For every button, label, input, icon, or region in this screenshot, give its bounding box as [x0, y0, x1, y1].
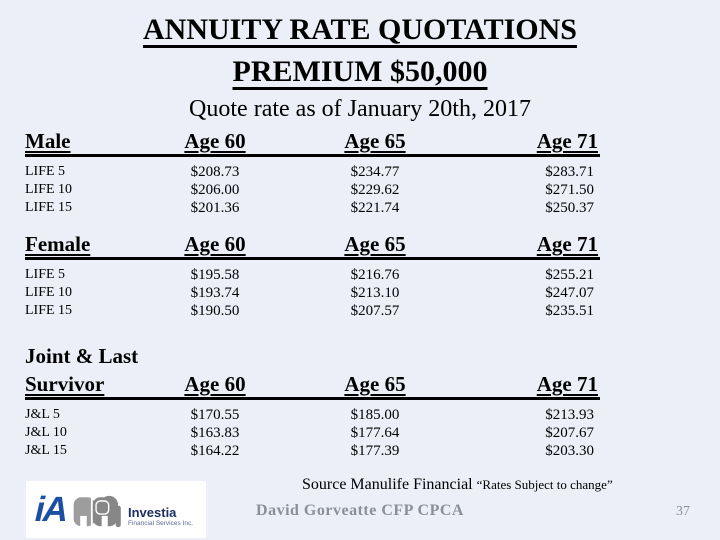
rate-value: $190.50 — [190, 302, 240, 319]
table-body-male: LIFE 5 $208.73 $234.77 $283.71 LIFE 10 $… — [25, 163, 600, 217]
section-label-survivor: Survivor — [25, 372, 105, 396]
column-header-age-65: Age 65 — [344, 372, 406, 396]
brand-name: Investia — [128, 504, 177, 520]
rate-value: $271.50 — [545, 181, 594, 198]
table-body-female: LIFE 5 $195.58 $216.76 $255.21 LIFE 10 $… — [25, 266, 600, 320]
row-label: LIFE 15 — [25, 200, 73, 215]
rate-value: $207.57 — [350, 302, 400, 319]
table-row: LIFE 15 $190.50 $207.57 $235.51 — [25, 302, 600, 320]
source-disclaimer: “Rates Subject to change” — [476, 477, 613, 492]
rate-value: $250.37 — [545, 199, 594, 216]
rate-value: $164.22 — [190, 442, 240, 459]
row-label: LIFE 15 — [25, 303, 73, 318]
column-header-age-60: Age 60 — [184, 232, 246, 256]
column-header-age-71: Age 71 — [536, 232, 598, 256]
row-label: J&L 10 — [25, 425, 67, 440]
brand-text-block: Investia Financial Services Inc. — [128, 504, 194, 528]
rate-value: $235.51 — [545, 302, 594, 319]
rate-value: $213.10 — [350, 284, 400, 301]
table-header-row-male: Male Age 60 Age 65 Age 71 — [25, 127, 600, 157]
rate-value: $255.21 — [545, 266, 594, 283]
column-header-age-71: Age 71 — [536, 129, 598, 153]
row-label: LIFE 5 — [25, 164, 66, 179]
rate-table-joint-last-survivor: Joint & Last Survivor Age 60 Age 65 Age … — [25, 343, 600, 460]
rate-value: $206.00 — [190, 181, 240, 198]
rate-value: $201.36 — [190, 199, 240, 216]
rate-value: $208.73 — [190, 163, 240, 180]
column-header-age-60: Age 60 — [184, 372, 246, 396]
slide-subtitle: Quote rate as of January 20th, 2017 — [189, 96, 531, 122]
rate-value: $203.30 — [545, 442, 594, 459]
table-row: J&L 15 $164.22 $177.39 $203.30 — [25, 442, 600, 460]
table-body-joint-last-survivor: J&L 5 $170.55 $185.00 $213.93 J&L 10 $16… — [25, 406, 600, 460]
page-number: 37 — [676, 504, 690, 519]
source-attribution: Source Manulife Financial “Rates Subject… — [302, 476, 613, 494]
table-row: LIFE 5 $195.58 $216.76 $255.21 — [25, 266, 600, 284]
elephant-icon — [69, 486, 125, 535]
rate-value: $213.93 — [545, 406, 594, 423]
section-label-male: Male — [25, 129, 71, 153]
column-header-age-65: Age 65 — [344, 232, 406, 256]
source-text: Source Manulife Financial — [302, 476, 477, 493]
table-row: J&L 10 $163.83 $177.64 $207.67 — [25, 424, 600, 442]
investia-logo: iA Investia Financial Services Inc. — [26, 481, 206, 538]
rate-value: $229.62 — [350, 181, 400, 198]
row-label: J&L 15 — [25, 443, 67, 458]
rate-value: $193.74 — [190, 284, 240, 301]
column-header-age-65: Age 65 — [344, 129, 406, 153]
rate-table-female: Female Age 60 Age 65 Age 71 LIFE 5 $195.… — [25, 230, 600, 320]
slide-title-line-1: ANNUITY RATE QUOTATIONS — [143, 13, 577, 46]
row-label: LIFE 5 — [25, 267, 66, 282]
row-label: J&L 5 — [25, 407, 60, 422]
rate-value: $177.39 — [350, 442, 400, 459]
table-row: J&L 5 $170.55 $185.00 $213.93 — [25, 406, 600, 424]
slide-title-line-2: PREMIUM $50,000 — [232, 55, 488, 88]
section-label-joint-and-last: Joint & Last — [25, 344, 139, 368]
table-row: LIFE 10 $206.00 $229.62 $271.50 — [25, 181, 600, 199]
footer-author: David Gorveatte CFP CPCA — [256, 502, 464, 519]
section-label-female: Female — [25, 232, 91, 256]
table-row: LIFE 5 $208.73 $234.77 $283.71 — [25, 163, 600, 181]
row-label: LIFE 10 — [25, 182, 73, 197]
title-block: ANNUITY RATE QUOTATIONS PREMIUM $50,000 — [0, 9, 720, 93]
rate-value: $195.58 — [190, 266, 240, 283]
rate-table-male: Male Age 60 Age 65 Age 71 LIFE 5 $208.73… — [25, 127, 600, 217]
table-row: LIFE 15 $201.36 $221.74 $250.37 — [25, 199, 600, 217]
rate-value: $247.07 — [545, 284, 594, 301]
rate-value: $221.74 — [350, 199, 400, 216]
column-header-age-71: Age 71 — [536, 372, 598, 396]
rate-value: $185.00 — [350, 406, 400, 423]
rate-value: $216.76 — [350, 266, 400, 283]
row-label: LIFE 10 — [25, 285, 73, 300]
rate-value: $177.64 — [350, 424, 400, 441]
rate-value: $163.83 — [190, 424, 240, 441]
table-row: LIFE 10 $193.74 $213.10 $247.07 — [25, 284, 600, 302]
table-header-row-survivor: Survivor Age 60 Age 65 Age 71 — [25, 370, 600, 400]
rate-value: $283.71 — [545, 163, 594, 180]
rate-value: $170.55 — [190, 406, 240, 423]
table-header-row-female: Female Age 60 Age 65 Age 71 — [25, 230, 600, 260]
rate-value: $234.77 — [350, 163, 400, 180]
brand-subtitle: Financial Services Inc. — [128, 519, 194, 527]
ia-logo-monogram: iA — [34, 490, 67, 529]
column-header-age-60: Age 60 — [184, 129, 246, 153]
rate-value: $207.67 — [545, 424, 594, 441]
